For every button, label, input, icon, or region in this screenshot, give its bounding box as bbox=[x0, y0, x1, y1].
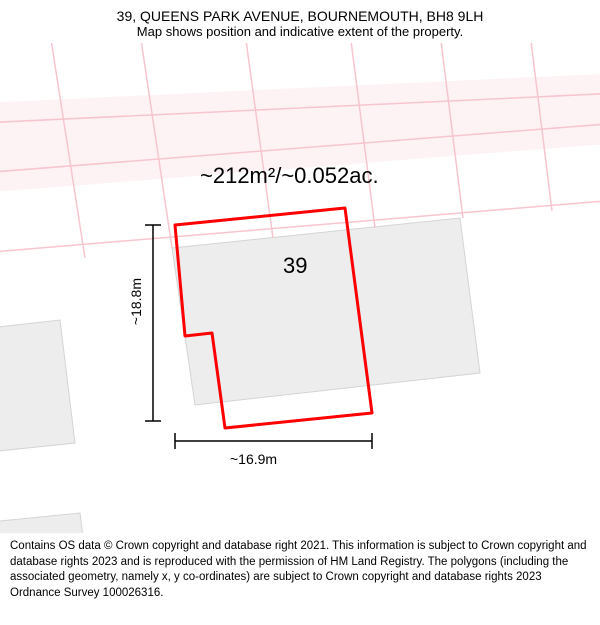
map-svg bbox=[0, 43, 600, 533]
page-title: 39, QUEENS PARK AVENUE, BOURNEMOUTH, BH8… bbox=[10, 8, 590, 24]
dimension-vertical-label: ~18.8m bbox=[128, 278, 144, 325]
map-canvas: ~212m²/~0.052ac. 39 ~18.8m ~16.9m bbox=[0, 43, 600, 533]
area-label: ~212m²/~0.052ac. bbox=[200, 163, 379, 189]
copyright-footer: Contains OS data © Crown copyright and d… bbox=[0, 533, 600, 607]
page-subtitle: Map shows position and indicative extent… bbox=[10, 24, 590, 39]
house-number: 39 bbox=[283, 253, 307, 279]
dimension-horizontal-label: ~16.9m bbox=[230, 451, 277, 467]
header: 39, QUEENS PARK AVENUE, BOURNEMOUTH, BH8… bbox=[0, 0, 600, 43]
